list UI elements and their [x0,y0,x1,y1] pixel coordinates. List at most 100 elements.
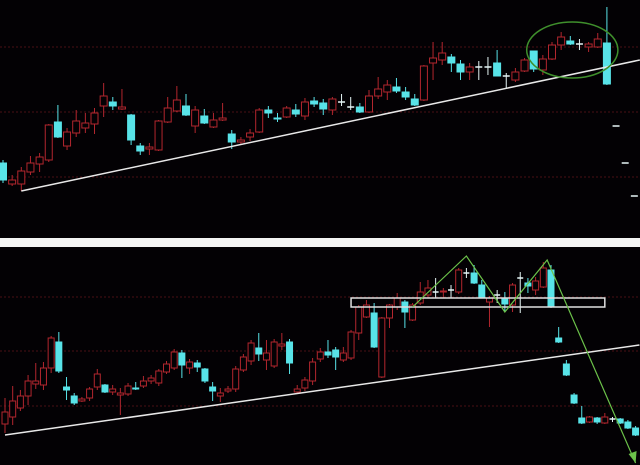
candle-body [264,109,273,114]
candle [63,128,72,150]
candle-body [424,287,432,296]
candle-body [55,341,63,372]
candle-body [401,91,410,98]
candle [9,386,17,425]
candle-body [282,107,291,118]
candle-body [8,179,17,185]
candle-body [419,65,428,101]
candle [282,106,291,118]
candle-body [108,101,117,107]
candle [209,113,218,128]
candle [328,97,337,115]
candle-body [273,117,282,120]
candle-body [247,342,255,362]
candle-body [478,284,486,298]
candle [355,103,364,113]
candle-body [278,343,286,347]
candle-body [332,349,340,358]
panel-separator [0,238,640,247]
candle-body [328,98,337,111]
candle [438,42,447,65]
candle-body [93,373,101,388]
candle-body [145,146,154,150]
candle-body [155,370,163,384]
candle-body [72,120,81,134]
candle-body [300,101,309,117]
candle [209,382,217,401]
candle-body [255,109,264,133]
candle-body [101,384,109,393]
candle-body [78,398,86,402]
candle [310,97,319,107]
candle [562,360,570,376]
candle-body [316,351,324,360]
candle-body [409,304,417,321]
candle [26,156,35,175]
candle-body [32,380,40,385]
candle-body [438,52,447,61]
candle-body [216,392,224,397]
candle [172,86,181,112]
candle [186,359,194,374]
candle-body [218,117,227,121]
candle-body [355,306,363,334]
candle-body [17,170,26,185]
candle-body [236,139,245,143]
candle [239,354,247,372]
candle [193,360,201,372]
candle [270,339,278,368]
candle [99,83,108,117]
candle [286,339,294,374]
candle [72,110,81,137]
candle [383,80,392,100]
candle [478,280,486,298]
candle-body [224,388,232,392]
candle-body [127,114,136,141]
candle-body [262,352,270,361]
candle [90,108,99,134]
candle-body [116,392,124,396]
candle [502,73,510,88]
candle [32,363,40,389]
candle-body [99,95,108,107]
candle-body [601,416,609,424]
resistance-box [350,297,606,308]
candle [365,90,373,113]
candle-body [632,427,640,436]
bottom-chart-canvas [0,255,640,464]
candle [293,385,301,394]
candle [370,303,378,348]
candle-body [201,368,209,382]
candle-body [53,121,62,138]
candle-body [585,416,593,423]
candle-body [319,102,328,110]
candle [316,348,324,362]
candle [566,36,575,45]
candle [35,153,44,172]
candle [255,108,264,133]
candle-body [410,98,419,106]
candle-body [355,106,364,113]
candle-body [624,421,632,429]
candle [601,413,609,424]
candle-body [378,317,386,378]
candle-body [362,304,370,318]
candle-body [429,57,438,64]
candle [117,89,126,110]
candle-body [0,162,7,181]
candle [609,417,616,422]
candle-body [465,66,474,73]
candle-body [90,112,99,125]
candle [332,347,340,370]
candle-body [191,109,200,127]
candle [539,262,547,288]
candle-body [370,312,378,348]
candle [78,397,86,402]
candle-body [209,119,218,128]
candle-body [547,269,555,308]
candle-body [386,304,393,319]
candle-body [86,388,94,399]
candle [309,358,317,385]
candle-body [132,387,140,390]
candle [410,94,419,106]
